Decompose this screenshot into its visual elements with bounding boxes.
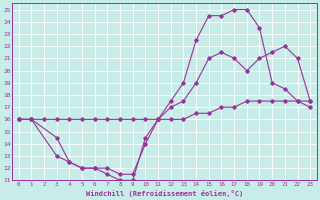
X-axis label: Windchill (Refroidissement éolien,°C): Windchill (Refroidissement éolien,°C) <box>86 190 243 197</box>
